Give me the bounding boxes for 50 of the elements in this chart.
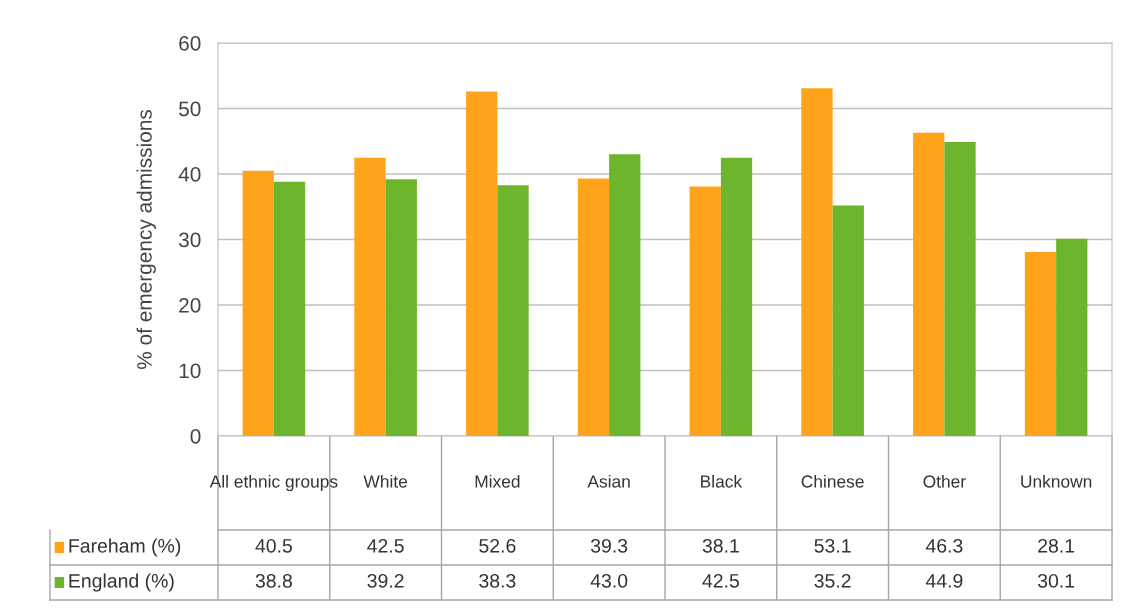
data-label: 40.5 [255, 538, 292, 553]
bar [689, 186, 721, 436]
data-label: 42.5 [367, 538, 404, 553]
bar [497, 185, 529, 436]
legend-label: Fareham (%) [69, 538, 181, 557]
data-label: 38.3 [479, 573, 516, 588]
data-label: 38.8 [255, 573, 292, 588]
data-label: 46.3 [925, 538, 963, 553]
bar [913, 132, 945, 436]
y-tick-label: 0 [190, 429, 201, 444]
bar [273, 181, 306, 436]
data-label: 52.6 [479, 538, 516, 553]
bar [832, 205, 864, 436]
bar [944, 141, 976, 436]
x-tick-label: White [363, 474, 408, 488]
bar [385, 179, 417, 436]
legend-label: England (%) [69, 573, 174, 592]
y-tick-label: 30 [178, 232, 201, 248]
data-label: 28.1 [1038, 538, 1075, 553]
data-label: 44.9 [925, 573, 963, 588]
bar [242, 170, 274, 436]
data-label: 42.5 [702, 573, 739, 588]
bar [1056, 238, 1088, 436]
x-tick-label: Asian [587, 474, 630, 488]
data-label: 30.1 [1037, 573, 1075, 588]
bar [354, 157, 386, 436]
data-label: 38.1 [702, 538, 739, 553]
y-axis-title: % of emergency admissions [136, 109, 156, 370]
data-label: 35.2 [814, 573, 851, 588]
y-tick-label: 20 [179, 298, 201, 313]
data-label: 53.1 [814, 538, 851, 553]
bar [577, 178, 610, 436]
y-tick-label: 50 [179, 101, 201, 117]
x-tick-label: Unknown [1021, 474, 1092, 488]
x-tick-label: Black [701, 474, 743, 488]
x-tick-label: Chinese [801, 474, 864, 488]
y-tick-label: 40 [178, 167, 201, 182]
y-tick-label: 10 [179, 363, 201, 379]
x-tick-label: Other [923, 474, 966, 488]
bar [609, 154, 641, 436]
bar [466, 91, 498, 436]
bar [720, 157, 753, 436]
data-label: 43.0 [590, 573, 628, 588]
x-tick-label: All ethnic groups [209, 474, 338, 492]
data-label: 39.2 [367, 573, 404, 588]
y-tick-label: 60 [179, 36, 201, 51]
bar [801, 88, 833, 436]
data-label: 39.3 [590, 538, 628, 553]
bar [1024, 251, 1057, 436]
x-tick-label: Mixed [475, 474, 520, 488]
